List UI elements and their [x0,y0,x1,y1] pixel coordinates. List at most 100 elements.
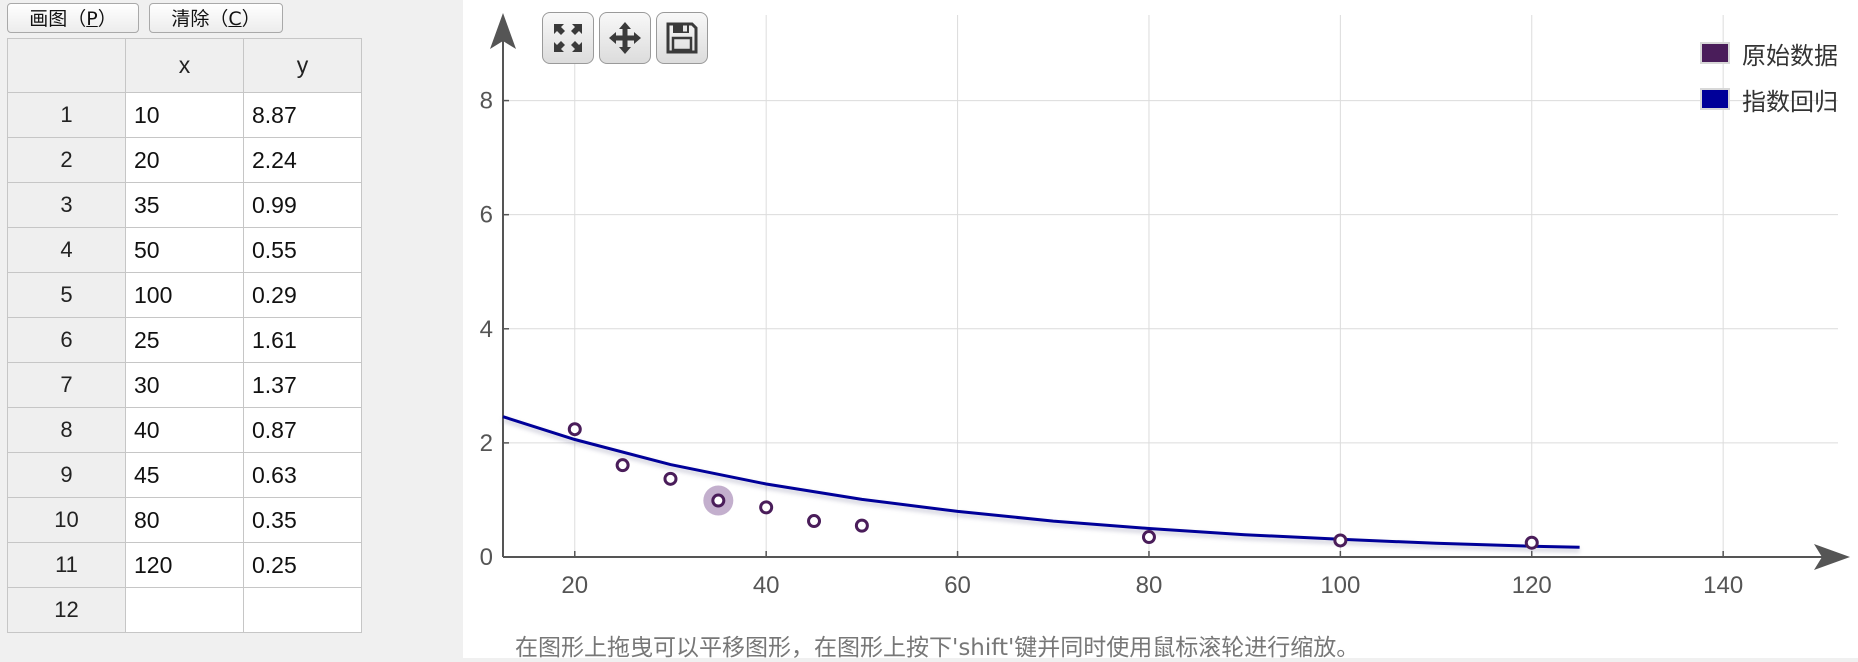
x-tick-label: 80 [1136,572,1163,599]
legend-swatch-regression [1700,88,1730,110]
save-icon [666,22,698,54]
table-row: 5 100 0.29 [7,272,362,318]
x-tick-label: 100 [1320,572,1360,599]
data-point[interactable] [567,422,582,437]
chart-svg[interactable]: 20 40 60 80 100 120 140 0 2 4 6 8 [463,0,1858,658]
usage-hint: 在图形上拖曳可以平移图形，在图形上按下'shift'键并同时使用鼠标滚轮进行缩放… [515,635,1360,661]
y-cell[interactable]: 0.29 [243,272,362,318]
y-cell[interactable]: 8.87 [243,92,362,138]
y-cell[interactable]: 0.35 [243,497,362,543]
y-tick-label: 6 [480,202,493,229]
x-cell[interactable]: 10 [125,92,244,138]
x-cell[interactable]: 30 [125,362,244,408]
y-cell[interactable] [243,587,362,633]
x-cell[interactable]: 100 [125,272,244,318]
row-number: 5 [7,272,126,318]
legend-item-regression[interactable]: 指数回归 [1700,76,1838,122]
y-cell[interactable]: 0.99 [243,182,362,228]
x-cell[interactable]: 50 [125,227,244,273]
x-tick-label: 40 [753,572,780,599]
y-axis-arrow [490,13,516,49]
save-button[interactable] [656,12,708,64]
x-cell[interactable]: 80 [125,497,244,543]
table-row: 1 10 8.87 [7,92,362,138]
x-cell[interactable]: 25 [125,317,244,363]
pan-button[interactable] [599,12,651,64]
row-number: 8 [7,407,126,453]
legend-label-raw-data: 原始数据 [1742,41,1838,70]
clear-button-mnemonic: C [228,8,242,30]
x-tick-label: 140 [1703,572,1743,599]
y-cell[interactable]: 1.37 [243,362,362,408]
row-number: 7 [7,362,126,408]
y-cell[interactable]: 0.55 [243,227,362,273]
x-tick-label: 20 [561,572,588,599]
table-row: 9 45 0.63 [7,452,362,498]
x-cell[interactable]: 35 [125,182,244,228]
row-number: 1 [7,92,126,138]
y-column-header[interactable]: y [243,38,362,93]
row-number: 9 [7,452,126,498]
fullscreen-button[interactable] [542,12,594,64]
data-point[interactable] [759,500,774,515]
plot-button[interactable]: 画图（P） [7,3,139,33]
regression-line[interactable] [502,415,1580,549]
row-number: 6 [7,317,126,363]
data-point[interactable] [711,493,726,508]
table-row: 2 20 2.24 [7,137,362,183]
y-tick-label: 2 [480,430,493,457]
x-cell[interactable]: 45 [125,452,244,498]
chart-area[interactable]: 20 40 60 80 100 120 140 0 2 4 6 8 [463,0,1858,658]
row-number: 3 [7,182,126,228]
legend-item-raw-data[interactable]: 原始数据 [1700,30,1838,76]
row-number: 12 [7,587,126,633]
x-tick-label: 60 [944,572,971,599]
y-tick-label: 0 [480,544,493,571]
x-cell[interactable] [125,587,244,633]
y-cell[interactable]: 0.87 [243,407,362,453]
corner-header [7,38,126,93]
y-tick-label: 4 [480,316,493,343]
table-row: 4 50 0.55 [7,227,362,273]
x-cell[interactable]: 120 [125,542,244,588]
table-row: 10 80 0.35 [7,497,362,543]
data-point[interactable] [1141,530,1156,545]
plot-button-mnemonic: P [86,8,98,30]
data-table: x y 1 10 8.87 2 20 2.24 3 35 0.99 4 50 0.55 5 100 0.29… [7,38,362,633]
legend-swatch-raw-data [1700,42,1730,64]
y-cell[interactable]: 2.24 [243,137,362,183]
table-row: 7 30 1.37 [7,362,362,408]
data-point[interactable] [615,458,630,473]
fullscreen-icon [554,24,582,52]
x-column-header[interactable]: x [125,38,244,93]
row-number: 4 [7,227,126,273]
clear-button[interactable]: 清除（C） [149,3,283,33]
data-point[interactable] [1333,533,1348,548]
clear-button-suffix: ） [241,8,261,30]
table-row: 12 [7,587,362,633]
table-row: 11 120 0.25 [7,542,362,588]
row-number: 11 [7,542,126,588]
chart-legend: 原始数据 指数回归 [1700,30,1838,122]
x-cell[interactable]: 20 [125,137,244,183]
data-point[interactable] [663,471,678,486]
table-row: 6 25 1.61 [7,317,362,363]
y-cell[interactable]: 0.25 [243,542,362,588]
plot-button-prefix: 画图（ [29,8,87,30]
table-row: 8 40 0.87 [7,407,362,453]
y-cell[interactable]: 0.63 [243,452,362,498]
table-row: 3 35 0.99 [7,182,362,228]
x-cell[interactable]: 40 [125,407,244,453]
clear-button-prefix: 清除（ [171,8,229,30]
table-header-row: x y [7,38,362,93]
x-tick-label: 120 [1512,572,1552,599]
plot-button-suffix: ） [97,8,117,30]
row-number: 10 [7,497,126,543]
data-point[interactable] [854,518,869,533]
data-point[interactable] [807,514,822,529]
y-cell[interactable]: 1.61 [243,317,362,363]
data-point[interactable] [1524,535,1539,550]
data-panel: 画图（P） 清除（C） x y 1 10 8.87 2 20 2.24 3 35 0.99 4 50… [0,0,463,658]
regression-line-shadow [502,417,1580,553]
y-tick-label: 8 [480,88,493,115]
